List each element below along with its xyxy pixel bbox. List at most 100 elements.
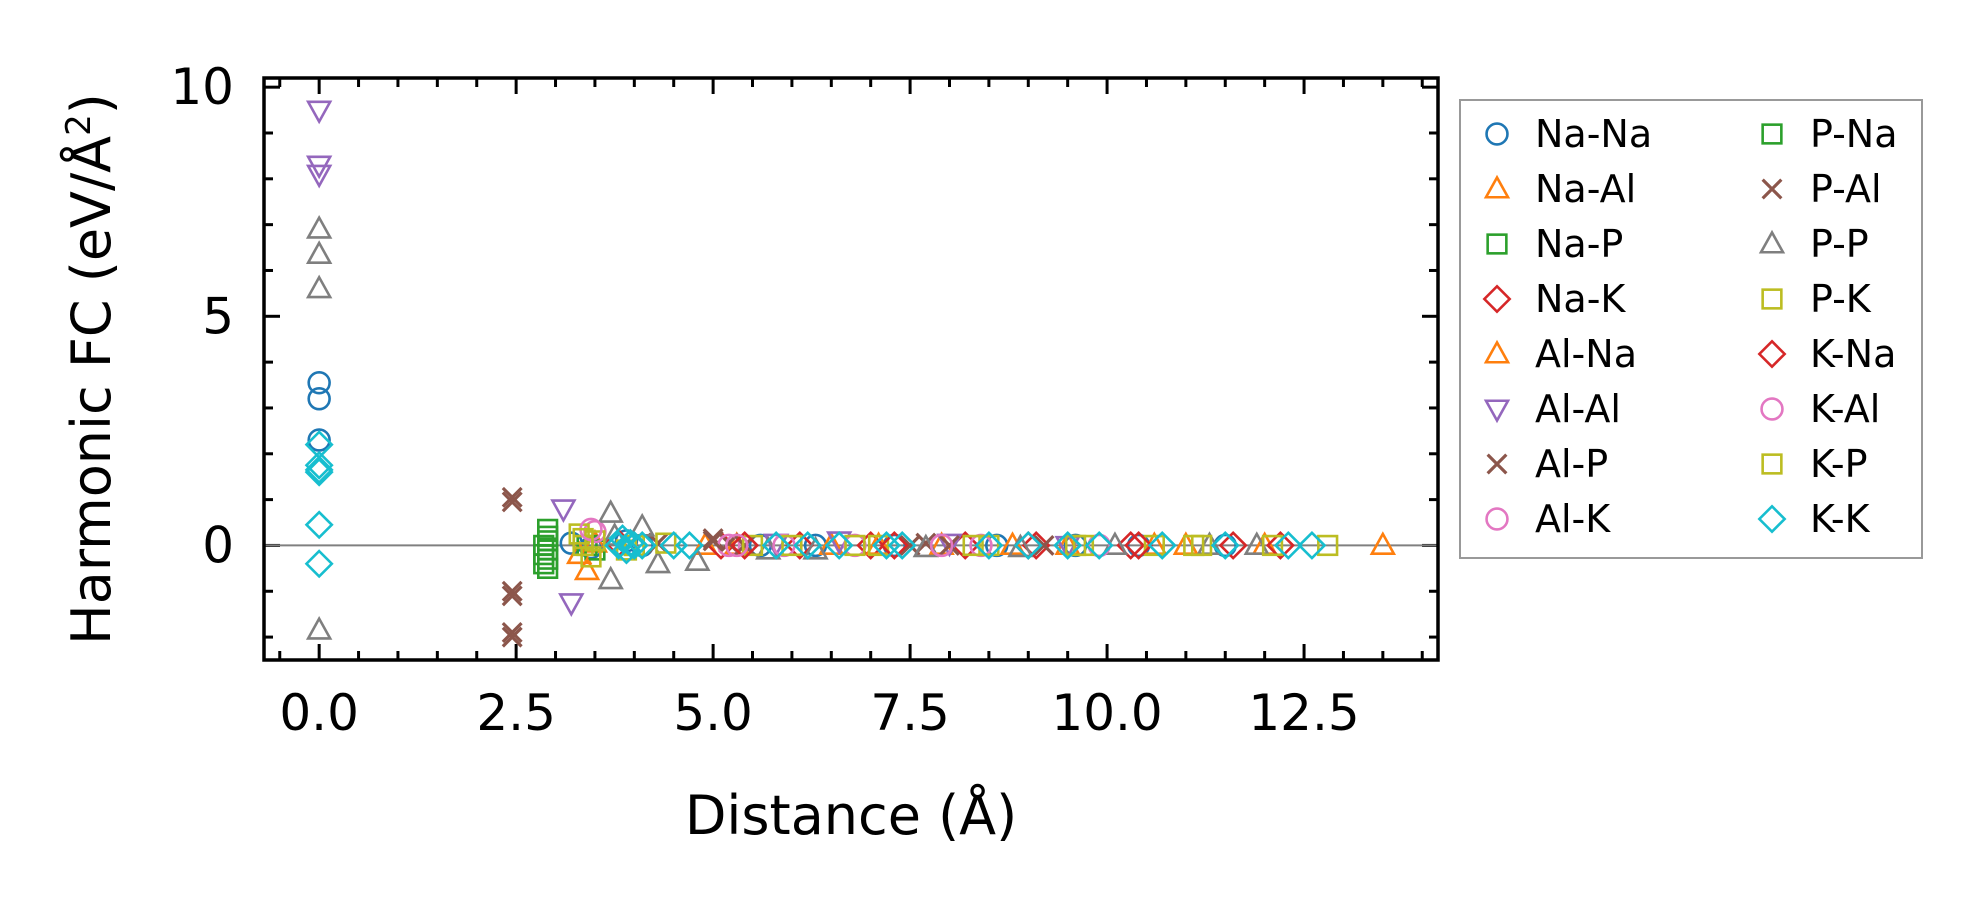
data-point [537, 557, 559, 579]
data-point [702, 530, 724, 552]
legend-marker [1486, 233, 1508, 255]
data-point [305, 240, 333, 264]
data-point [1210, 530, 1240, 560]
data-point [558, 593, 585, 617]
data-point [929, 533, 954, 558]
data-point [501, 585, 523, 607]
data-point [597, 499, 624, 523]
data-point [974, 530, 1004, 560]
data-point [887, 530, 917, 560]
legend-item: K-P [1761, 442, 1868, 486]
data-point [304, 510, 334, 540]
y-axis-label-base: Harmonic FC (eV/Å [59, 136, 123, 645]
x-tick-label: 0.0 [279, 684, 359, 742]
y-axis-label-tail: ) [60, 93, 123, 114]
x-tick-label: 12.5 [1248, 684, 1359, 742]
legend-label: Al-P [1535, 442, 1608, 486]
legend-item: Al-Al [1483, 387, 1621, 431]
plot-frame [262, 76, 1440, 662]
data-point [305, 274, 333, 299]
y-axis-label-superscript: 2 [59, 114, 99, 136]
legend-item: P-Na [1761, 112, 1898, 156]
data-point [730, 530, 760, 560]
data-point [304, 450, 334, 480]
legend-label: K-Na [1810, 332, 1896, 376]
legend-item: Al-K [1485, 497, 1611, 541]
y-tick-label: 10 [170, 58, 234, 116]
data-point [501, 486, 523, 508]
legend-item: Al-P [1486, 442, 1608, 486]
legend-item: Na-K [1482, 277, 1626, 321]
data-point [307, 370, 331, 395]
data-point [1369, 531, 1397, 555]
legend-item: K-K [1757, 497, 1871, 541]
legend-label: P-P [1810, 222, 1869, 266]
data-point [501, 626, 523, 648]
legend-marker [1761, 123, 1783, 145]
series-k-p [572, 527, 1284, 561]
data-point [936, 533, 963, 558]
data-point [725, 533, 749, 558]
legend-marker [1761, 178, 1783, 200]
y-axis-label: Harmonic FC (eV/Å2) [59, 93, 123, 645]
legend-item: K-Na [1757, 332, 1896, 376]
data-point [1297, 530, 1327, 560]
plot-area [264, 78, 1438, 660]
data-point [802, 535, 829, 560]
data-point [1261, 534, 1284, 557]
legend-item: P-K [1761, 277, 1872, 321]
series-al-p [501, 486, 960, 648]
series-k-k [304, 430, 1327, 579]
data-point [304, 457, 334, 487]
data-point [1143, 534, 1165, 557]
data-point [1087, 533, 1111, 558]
legend-label: K-Al [1810, 387, 1880, 431]
data-point [1072, 534, 1095, 557]
legend-label: P-Na [1810, 112, 1898, 156]
series-p-k [568, 523, 1339, 568]
data-point [304, 549, 334, 579]
legend: Na-Na Na-Al Na-P Na-K Al-Na Al-Al Al-P Al-K P-Na… [1459, 99, 1923, 559]
legend-item: P-P [1758, 222, 1869, 266]
legend-item: P-Al [1761, 167, 1882, 211]
legend-marker [1760, 397, 1784, 421]
data-point [655, 532, 677, 554]
data-point [611, 535, 641, 565]
legend-label: Na-P [1535, 222, 1623, 266]
data-point [1033, 534, 1055, 556]
data-point [1021, 530, 1051, 560]
legend-marker [1761, 453, 1783, 475]
legend-marker [1757, 339, 1787, 369]
legend-label: Na-Al [1535, 167, 1636, 211]
legend-marker [1485, 122, 1509, 146]
data-point [550, 499, 577, 523]
data-point [1116, 530, 1146, 560]
legend-label: Al-K [1535, 497, 1611, 541]
data-point [793, 530, 823, 560]
data-point [304, 455, 334, 485]
legend-marker [1483, 174, 1511, 199]
data-point [568, 523, 590, 545]
data-point [674, 530, 704, 560]
data-point [501, 622, 523, 643]
plot-border [262, 76, 1440, 662]
data-point [978, 534, 1000, 557]
data-point [1053, 530, 1083, 560]
data-point [1084, 530, 1114, 560]
y-tick-label: 5 [202, 287, 234, 345]
legend-label: K-K [1810, 497, 1871, 541]
legend-marker [1482, 284, 1512, 314]
data-point [619, 530, 649, 560]
data-point [818, 531, 845, 555]
data-point [597, 565, 624, 590]
legend-marker [1483, 339, 1511, 364]
data-point [644, 549, 672, 574]
data-point [761, 530, 791, 560]
data-point [939, 534, 960, 556]
legend-label: Na-K [1535, 277, 1626, 321]
data-point [1273, 530, 1303, 560]
data-point [844, 534, 866, 557]
data-point [962, 534, 984, 557]
y-tick-label: 0 [202, 516, 234, 574]
